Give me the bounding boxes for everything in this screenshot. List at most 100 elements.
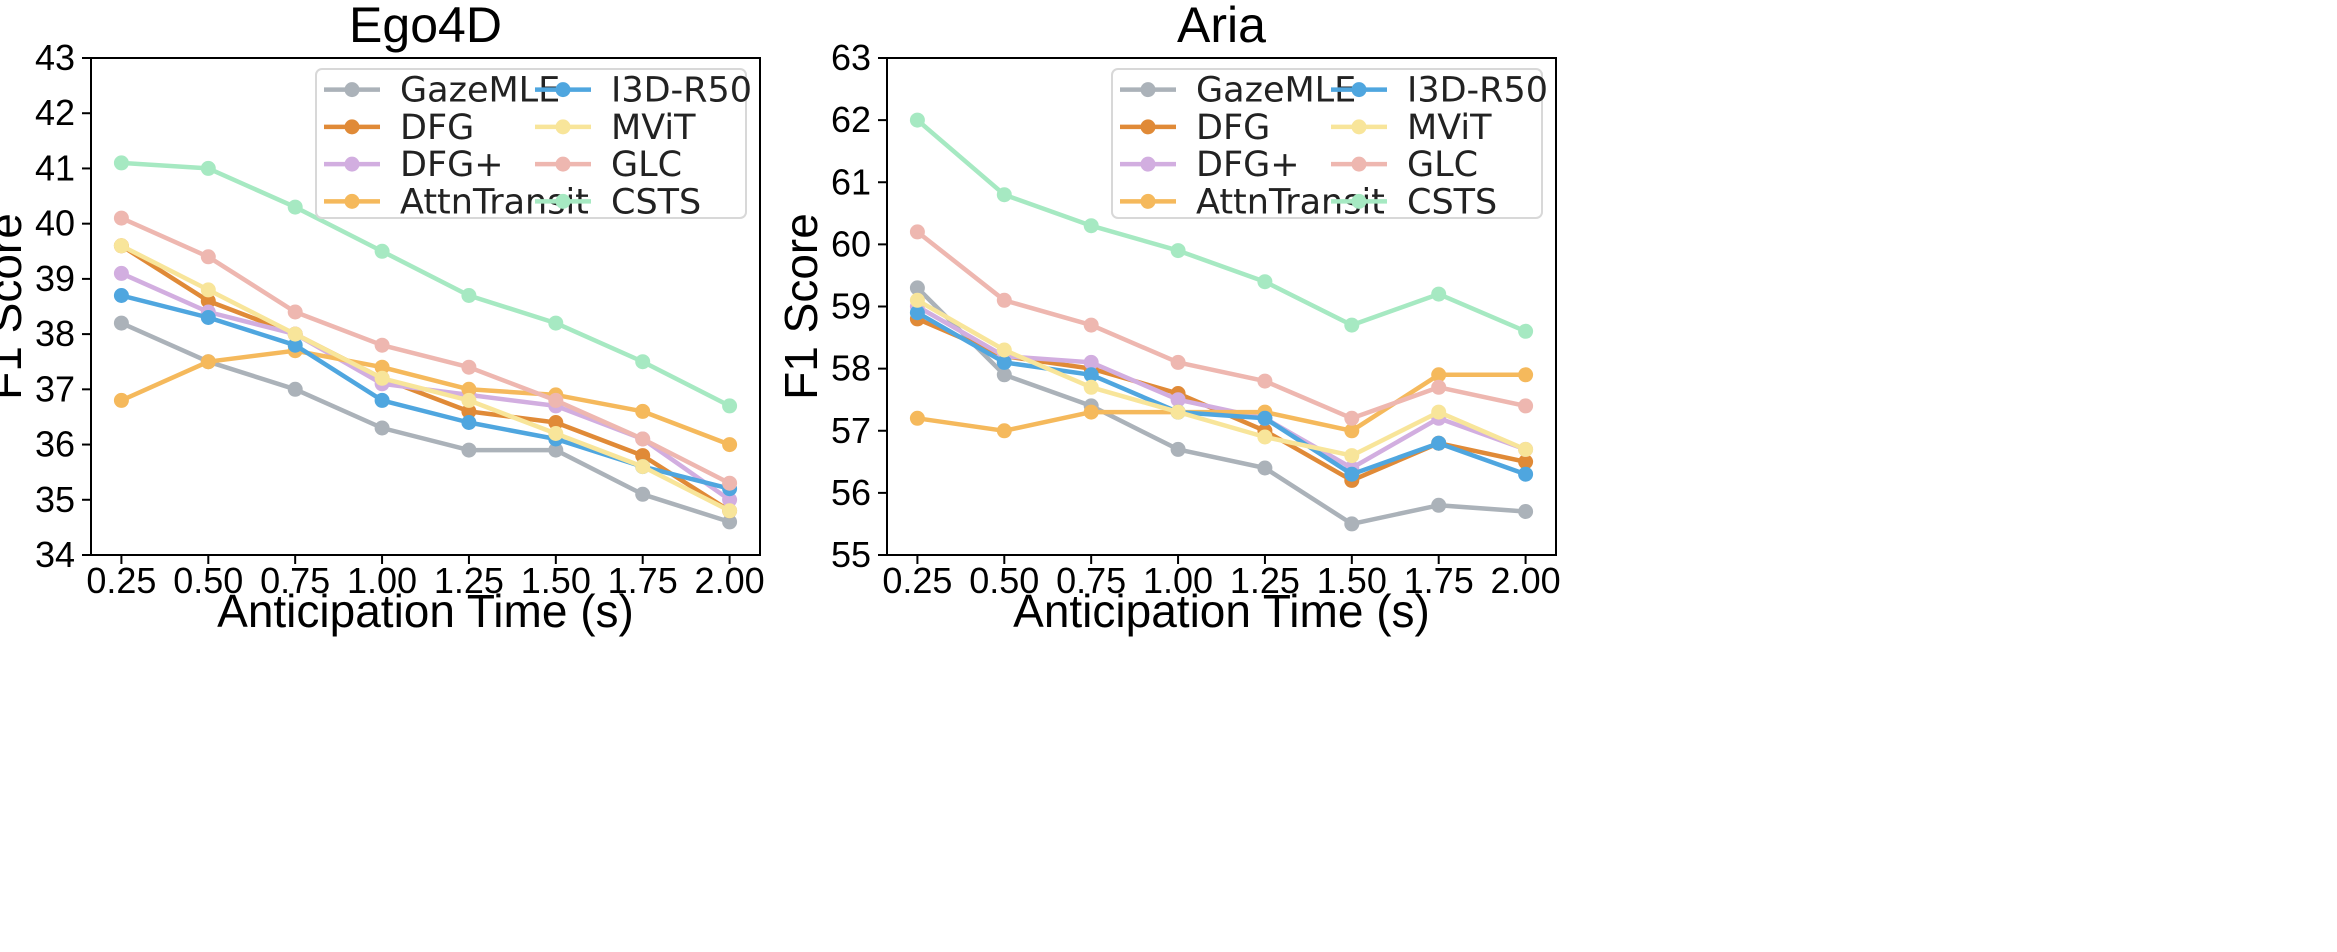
data-point-attntransit (909, 410, 925, 426)
y-tick-label: 56 (831, 472, 871, 513)
x-tick-label: 0.75 (260, 560, 330, 601)
data-point-csts (909, 112, 925, 128)
y-tick-label: 61 (831, 161, 871, 202)
legend-box (315, 68, 747, 219)
y-tick-label: 41 (35, 147, 75, 188)
data-point-dfg- (1170, 392, 1186, 408)
y-tick-label: 35 (35, 479, 75, 520)
data-point-gazemle (1170, 441, 1186, 457)
series-line-mvit (915, 298, 1528, 458)
y-tick-label: 58 (831, 348, 871, 389)
legend-label: GLC (611, 145, 682, 185)
data-point-csts (287, 199, 303, 215)
data-point-i3d-r50 (1344, 466, 1360, 482)
data-point-mvit (1083, 379, 1099, 395)
series-i3d-r50 (909, 305, 1534, 482)
data-point-i3d-r50 (1083, 367, 1099, 383)
data-point-mvit (461, 392, 477, 408)
data-point-glc (113, 210, 129, 226)
legend-item-dfg-: DFG+ (1120, 145, 1300, 185)
data-point-csts (1431, 286, 1447, 302)
data-point-glc (548, 392, 564, 408)
series-line-attntransit (119, 348, 732, 447)
data-point-glc (374, 337, 390, 353)
data-point-mvit (1344, 448, 1360, 464)
series-gazemle (113, 315, 738, 530)
series-glc (909, 224, 1534, 426)
data-point-attntransit (1083, 404, 1099, 420)
x-tick-label: 0.50 (173, 560, 243, 601)
legend-item-glc: GLC (535, 145, 682, 185)
x-tick-label: 1.25 (434, 560, 504, 601)
data-point-attntransit (374, 359, 390, 375)
y-tick-label: 59 (831, 286, 871, 327)
data-point-gazemle (1518, 504, 1534, 519)
legend-marker (1140, 193, 1156, 209)
series-line-glc (915, 229, 1528, 421)
data-point-dfg- (1083, 354, 1099, 370)
legend-marker (1351, 193, 1367, 209)
y-tick-label: 37 (35, 368, 75, 409)
data-point-i3d-r50 (1257, 410, 1273, 426)
x-tick-label: 0.50 (969, 560, 1039, 601)
data-point-dfg- (113, 265, 129, 281)
data-point-csts (374, 243, 390, 259)
data-point-csts (722, 398, 738, 414)
y-axis-label: F1 Score (0, 213, 31, 400)
data-point-dfg (548, 415, 564, 430)
series-mvit (113, 238, 738, 519)
data-point-gazemle (1257, 460, 1273, 476)
y-tick-label: 55 (831, 534, 871, 575)
legend-item-gazemle: GazeMLE (1120, 71, 1356, 111)
legend-item-csts: CSTS (535, 182, 701, 222)
data-point-i3d-r50 (374, 392, 390, 408)
data-point-gazemle (722, 514, 738, 530)
legend-item-mvit: MViT (1331, 108, 1492, 148)
series-line-csts (915, 117, 1528, 334)
data-point-mvit (722, 503, 738, 519)
data-point-i3d-r50 (461, 415, 477, 430)
x-tick-label: 1.75 (608, 560, 678, 601)
data-point-dfg (461, 403, 477, 419)
data-point-glc (1083, 317, 1099, 333)
data-point-attntransit (722, 437, 738, 453)
x-tick-label: 1.50 (521, 560, 591, 601)
x-tick-label: 1.50 (1317, 560, 1387, 601)
y-tick-label: 57 (831, 410, 871, 451)
x-tick-label: 1.25 (1230, 560, 1300, 601)
data-point-glc (996, 292, 1012, 308)
legend-item-dfg-: DFG+ (324, 145, 504, 185)
data-point-csts (1518, 323, 1534, 339)
x-axis-label: Anticipation Time (s) (217, 585, 634, 637)
legend-marker (1351, 119, 1367, 135)
data-point-mvit (548, 426, 564, 441)
data-point-glc (722, 475, 738, 491)
data-point-gazemle (635, 486, 651, 502)
legend-label: GazeMLE (400, 71, 560, 111)
legend-item-i3d-r50: I3D-R50 (535, 71, 752, 111)
data-point-glc (461, 359, 477, 375)
legend-label: MViT (611, 108, 696, 148)
data-point-mvit (1431, 404, 1447, 420)
data-point-csts (548, 315, 564, 331)
series-line-dfg (119, 243, 732, 514)
data-point-attntransit (113, 392, 129, 408)
data-point-csts (1257, 274, 1273, 290)
data-point-glc (200, 249, 216, 265)
chart-title: Ego4D (349, 0, 502, 53)
data-point-glc (1344, 410, 1360, 426)
data-point-attntransit (1344, 423, 1360, 439)
data-point-i3d-r50 (1518, 466, 1534, 482)
legend-item-glc: GLC (1331, 145, 1478, 185)
data-point-attntransit (461, 381, 477, 397)
data-point-dfg- (722, 492, 738, 508)
data-point-dfg (200, 293, 216, 309)
data-point-glc (1170, 354, 1186, 370)
data-point-mvit (374, 370, 390, 386)
data-point-mvit (1518, 441, 1534, 457)
data-point-gazemle (909, 280, 925, 296)
data-point-glc (1518, 398, 1534, 414)
data-point-glc (287, 304, 303, 320)
data-point-attntransit (200, 354, 216, 370)
